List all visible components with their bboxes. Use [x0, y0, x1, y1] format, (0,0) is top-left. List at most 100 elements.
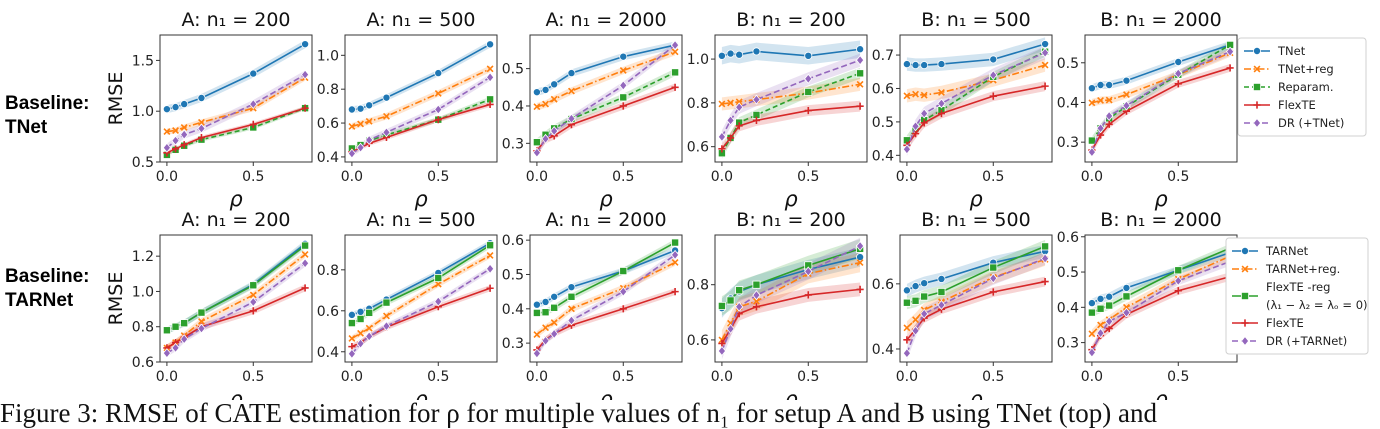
y-tick-label: 1.0: [132, 104, 154, 120]
data-point-tnet: [1105, 81, 1114, 90]
x-axis-label: ρ: [414, 387, 428, 400]
axes-frame: [344, 34, 498, 163]
data-point-flexnoreg: [171, 322, 180, 331]
data-point-dr: [670, 40, 680, 51]
data-point-flexnoreg: [619, 267, 628, 276]
data-point-dr: [162, 348, 172, 359]
legend-entry-flexte: FlexTE: [1244, 98, 1316, 112]
ci-band-dr: [721, 53, 861, 144]
x-axis-label: ρ: [784, 187, 798, 211]
y-tick-label: 1.0: [132, 284, 154, 300]
ci-band-dr: [721, 237, 861, 360]
data-point-dr: [171, 342, 180, 353]
series-line-dr: [1091, 50, 1231, 153]
data-point-tnet: [162, 105, 171, 114]
data-point-dr: [356, 142, 365, 153]
data-point-tarnetreg: [903, 324, 911, 332]
data-point-dr: [804, 73, 813, 84]
legend-marker-dr: [1252, 117, 1262, 129]
axes-frame: [899, 234, 1053, 363]
data-point-tarnet: [902, 286, 911, 295]
data-point-tnetreg: [550, 95, 558, 103]
legend-label: TARNet: [1265, 244, 1309, 258]
plot-area: [162, 239, 310, 359]
data-point-tnet: [532, 88, 541, 97]
data-point-tnet: [541, 85, 550, 94]
y-axis-label: RMSE: [105, 72, 127, 126]
axes-frame: [1084, 34, 1238, 163]
x-tick-label: 0.5: [612, 369, 634, 385]
x-axis-label: ρ: [784, 387, 798, 400]
data-point-dr: [717, 131, 727, 142]
data-point-dr: [920, 108, 929, 119]
data-point-dr: [1105, 110, 1114, 121]
data-point-tnet: [1174, 57, 1183, 66]
axes-frame: [159, 34, 313, 163]
data-point-flexte: [301, 104, 309, 112]
data-point-dr: [434, 104, 443, 115]
subplot-title: B: n₁ = 2000: [1100, 9, 1222, 31]
subplot-tnet-5: B: n₁ = 2000 0.0 0.5 ρ 0.3 0.4 0.5: [1057, 9, 1238, 211]
data-point-dr: [485, 72, 495, 83]
data-point-dr: [804, 266, 813, 277]
ci-band-flexte: [166, 284, 306, 352]
data-point-dr: [619, 286, 628, 297]
data-point-tnet: [619, 52, 628, 61]
axes-frame: [899, 34, 1053, 163]
data-point-dr: [365, 331, 374, 342]
data-point-tarnetreg: [249, 291, 257, 299]
data-point-flexnoreg: [541, 308, 550, 317]
legend-entry-tnetreg: TNet+reg: [1244, 62, 1334, 76]
data-point-dr: [902, 144, 912, 155]
data-point-tarnet: [567, 283, 576, 292]
data-point-dr: [855, 55, 865, 66]
ci-band-tarnet: [906, 244, 1046, 297]
ci-band-tnet: [721, 40, 861, 65]
data-point-flexte: [197, 134, 206, 142]
legend-label: TARNet+reg.: [1265, 262, 1340, 276]
data-point-tnetreg: [1097, 97, 1104, 104]
data-point-flexnoreg: [1087, 308, 1096, 317]
series-line-tnetreg: [906, 64, 1046, 97]
data-point-dr: [365, 134, 374, 146]
ci-band-dr: [351, 73, 491, 157]
data-point-tnetreg: [180, 124, 188, 131]
data-point-tnetreg: [1123, 91, 1130, 98]
data-point-dr: [1040, 47, 1050, 58]
data-point-tnetreg: [348, 122, 356, 130]
data-point-tnet: [752, 47, 761, 56]
legend-marker-tarnetreg: [1241, 265, 1249, 273]
data-point-flexnoreg: [1041, 242, 1050, 251]
data-point-tnet: [911, 61, 920, 70]
y-tick-label: 0.6: [132, 355, 154, 371]
data-point-tarnetreg: [486, 252, 494, 259]
x-axis-label: ρ: [1154, 187, 1168, 211]
legend-marker-tnet: [1253, 47, 1262, 56]
data-point-dr: [855, 241, 865, 252]
subplot-tarnet-1: A: n₁ = 500 0.0 0.5 ρ 0.4 0.6 0.8: [317, 209, 498, 400]
data-point-dr: [347, 348, 357, 359]
series-line-tarnetreg: [536, 261, 676, 336]
subplot-tarnet-3: B: n₁ = 200 0.0 0.5 ρ 0.6 0.8: [687, 209, 868, 400]
data-point-tnetreg: [727, 99, 734, 107]
data-point-tnetreg: [938, 89, 945, 96]
plot-area: [532, 40, 680, 158]
plot-area: [532, 238, 680, 359]
ci-band-tnetreg: [351, 65, 491, 130]
data-point-dr: [485, 263, 495, 274]
data-point-tarnet: [856, 253, 865, 262]
legend-entry-tarnet: TARNet: [1232, 244, 1309, 258]
x-tick-label: 0.5: [982, 169, 1004, 185]
x-tick-label: 0.5: [797, 369, 819, 385]
y-tick-label: 0.6: [687, 333, 709, 349]
data-point-reparam: [804, 87, 813, 96]
data-point-flexte: [804, 291, 812, 299]
data-point-tarnet: [937, 274, 946, 283]
data-point-dr: [735, 301, 744, 312]
data-point-tnetreg: [912, 90, 919, 98]
ci-band-dr: [1091, 47, 1231, 157]
data-point-dr: [752, 290, 761, 301]
ci-band-flexte: [906, 276, 1046, 345]
data-point-dr: [726, 115, 735, 126]
